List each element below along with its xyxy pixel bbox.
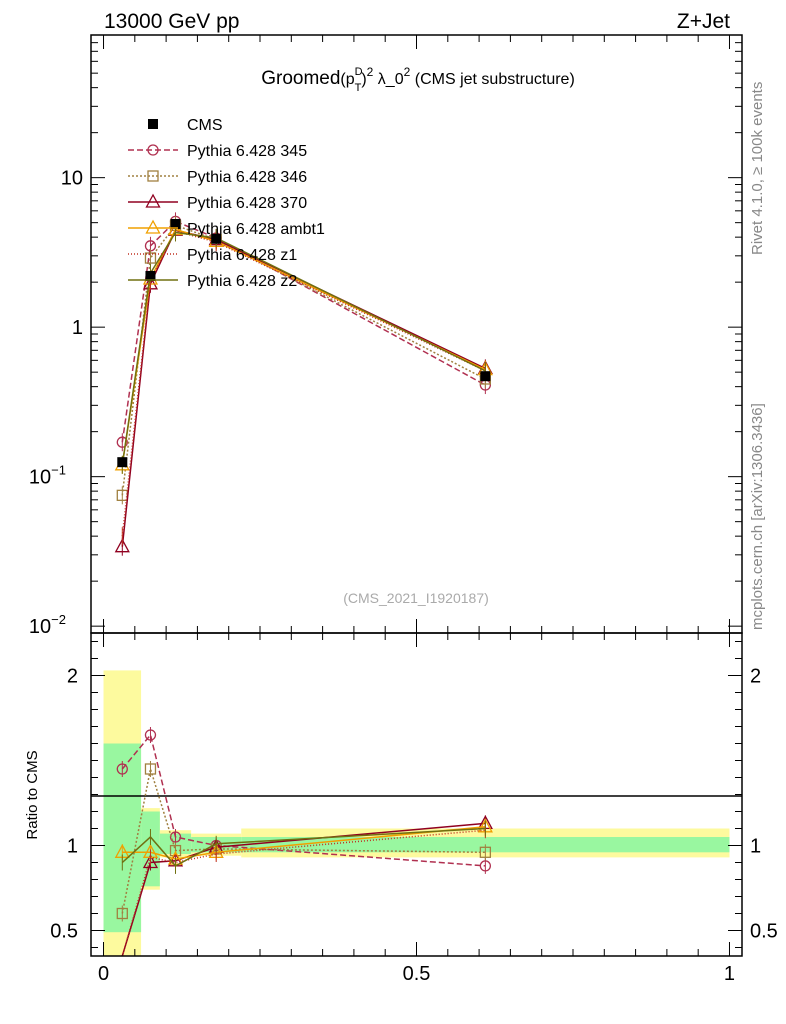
title-prefix: Groomed bbox=[261, 68, 340, 89]
y-tick-base: 10 bbox=[61, 168, 83, 190]
y-tick-label-ratio: 2 bbox=[67, 666, 78, 688]
ratio-point-p345 bbox=[144, 729, 157, 741]
legend-marker-ambt1 bbox=[145, 219, 161, 234]
y-tick-label-ratio-right: 1 bbox=[750, 836, 761, 858]
ratio-point-p345 bbox=[116, 763, 128, 775]
series-line-p370 bbox=[121, 229, 486, 547]
legend-label-z2: Pythia 6.428 z2 bbox=[187, 273, 297, 290]
title-close: ) bbox=[361, 71, 366, 88]
legend-label-CMS: CMS bbox=[187, 117, 223, 134]
y-tick-label-ratio: 0.5 bbox=[50, 921, 78, 943]
legend: CMS Pythia 6.428 345 Pythia 6.428 346 Pythi… bbox=[128, 117, 325, 290]
rivet-label: Rivet 4.1.0, ≥ 100k events bbox=[749, 82, 766, 255]
data-point-cms bbox=[480, 371, 491, 382]
y-tick-exp: −1 bbox=[51, 463, 66, 478]
ratio-series-layer bbox=[114, 727, 493, 957]
ratio-axis-ticks: 0.5 0.5 1 1 2 2 bbox=[50, 641, 778, 948]
header-right: Z+Jet bbox=[677, 10, 730, 33]
ratio-panel: 0.5 0.5 1 1 2 2 Ratio to CMS bbox=[24, 632, 778, 957]
watermark: (CMS_2021_I1920187) bbox=[343, 590, 489, 606]
y-tick-label-main: 10−1 bbox=[29, 463, 66, 489]
legend-label-p345: Pythia 6.428 345 bbox=[187, 143, 307, 160]
ratio-point-p346 bbox=[116, 907, 128, 920]
legend-label-p370: Pythia 6.428 370 bbox=[187, 195, 307, 212]
title-suffix: (CMS jet substructure) bbox=[410, 71, 574, 88]
y-tick-base: 10 bbox=[29, 467, 51, 489]
y-tick-exp: −2 bbox=[51, 612, 66, 627]
ratio-ylabel: Ratio to CMS bbox=[24, 750, 41, 839]
legend-label-z1: Pythia 6.428 z1 bbox=[187, 247, 297, 264]
title-exp2: 2 bbox=[404, 65, 411, 79]
series-point-p346 bbox=[144, 252, 157, 264]
ratio-bands bbox=[103, 670, 730, 956]
legend-label-p346: Pythia 6.428 346 bbox=[187, 169, 307, 186]
series-point-p370 bbox=[114, 538, 130, 553]
y-tick-label-ratio-right: 0.5 bbox=[750, 921, 778, 943]
title-lambda: λ_0 bbox=[373, 71, 403, 88]
y-tick-label-ratio-right: 2 bbox=[750, 666, 761, 688]
y-tick-label-main: 1 bbox=[72, 317, 83, 339]
y-tick-label-main: 10 bbox=[61, 168, 83, 190]
title-p: (p bbox=[340, 71, 354, 88]
title-sub-t: T bbox=[355, 82, 362, 94]
main-series-layer bbox=[114, 212, 493, 556]
legend-marker-p345 bbox=[147, 144, 159, 156]
ratio-frame bbox=[90, 632, 743, 957]
ratio-point-p346 bbox=[144, 763, 157, 775]
ratio-point-p346 bbox=[479, 846, 492, 858]
y-tick-base: 10 bbox=[29, 616, 51, 638]
legend-marker-p370 bbox=[145, 193, 161, 208]
series-line-p346 bbox=[121, 224, 486, 496]
series-point-p345 bbox=[116, 436, 128, 448]
y-tick-label-ratio: 1 bbox=[67, 836, 78, 858]
legend-marker-CMS bbox=[148, 119, 158, 129]
ratio-point-p345 bbox=[169, 831, 182, 843]
y-tick-label-main: 10−2 bbox=[29, 612, 66, 638]
series-line-z1 bbox=[121, 230, 486, 537]
header-left: 13000 GeV pp bbox=[104, 10, 239, 33]
ratio-point-p370 bbox=[142, 854, 159, 869]
data-point-cms bbox=[211, 233, 222, 244]
x-tick-label: 0.5 bbox=[403, 963, 431, 985]
series-line-z2 bbox=[121, 231, 486, 465]
plot-title: Groomed(pD T)2 λ_02 (CMS jet substructure… bbox=[261, 65, 575, 94]
legend-marker-p346 bbox=[147, 170, 159, 182]
series-line-ambt1 bbox=[121, 228, 486, 465]
mcplots-label: mcplots.cern.ch [arXiv:1306.3436] bbox=[749, 403, 766, 630]
legend-label-ambt1: Pythia 6.428 ambt1 bbox=[187, 221, 325, 238]
series-line-p345 bbox=[121, 220, 486, 443]
data-point-cms bbox=[145, 270, 156, 281]
x-axis-labels: 0 0.5 1 bbox=[98, 633, 735, 985]
title-sup-d: D bbox=[355, 66, 363, 78]
ratio-point-p345 bbox=[479, 860, 492, 872]
x-tick-label: 0 bbox=[98, 963, 109, 985]
x-tick-label: 1 bbox=[724, 963, 735, 985]
data-point-cms bbox=[117, 457, 128, 468]
title-exp: 2 bbox=[367, 65, 374, 79]
y-tick-base: 1 bbox=[72, 317, 83, 339]
data-point-cms bbox=[170, 218, 181, 229]
